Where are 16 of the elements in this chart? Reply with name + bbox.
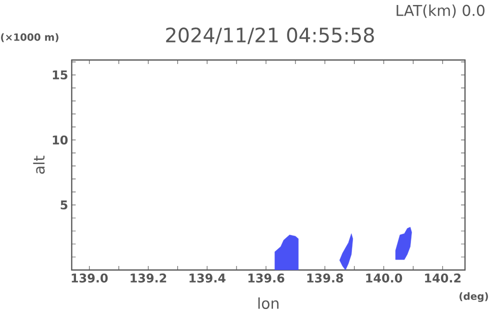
text: (×1000 m) (1, 33, 58, 42)
chart-title: 2024/11/21 04:55:58 (166, 28, 374, 44)
x-tick-label: 139.4 (190, 274, 226, 283)
x-tick-label: 140.0 (366, 274, 402, 283)
x-tick-label: 139.2 (130, 274, 166, 283)
y-tick-label: 5 (60, 200, 68, 210)
x-tick-label: 139.6 (248, 274, 284, 283)
x-tick-label: 139.0 (72, 274, 108, 283)
x-tick-label: 139.8 (307, 274, 344, 283)
y-axis-title: alt (33, 156, 45, 174)
text: (deg) (460, 292, 488, 302)
chart-subtitle: LAT(km) 0.0 (396, 4, 484, 18)
x-axis-title: lon (258, 297, 278, 309)
x-tick-label: 140.2 (425, 274, 461, 283)
y-tick-label: 10 (52, 135, 68, 144)
y-tick-label: 15 (52, 70, 68, 80)
